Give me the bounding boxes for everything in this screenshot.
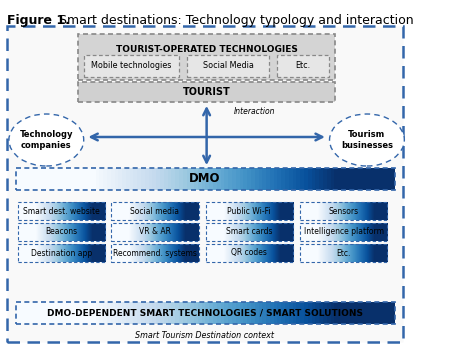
Bar [16, 168, 395, 190]
Bar [78, 34, 335, 80]
Bar [111, 223, 199, 241]
Bar [18, 223, 105, 241]
Bar [187, 55, 269, 77]
Bar [300, 244, 387, 262]
Text: DMO-DEPENDENT SMART TECHNOLOGIES / SMART SOLUTIONS: DMO-DEPENDENT SMART TECHNOLOGIES / SMART… [47, 308, 363, 317]
Text: Smart Tourism Destination context: Smart Tourism Destination context [136, 330, 274, 340]
Text: Public Wi-Fi: Public Wi-Fi [227, 206, 271, 216]
Text: Mobile technologies: Mobile technologies [91, 62, 171, 70]
Text: Intelligence platform: Intelligence platform [304, 228, 384, 237]
Bar [111, 202, 199, 220]
Text: Smart cards: Smart cards [226, 228, 272, 237]
Bar [206, 223, 293, 241]
Text: Smart dest. website: Smart dest. website [23, 206, 100, 216]
Text: QR codes: QR codes [231, 248, 267, 258]
Text: Beacons: Beacons [45, 228, 77, 237]
Bar [16, 302, 395, 324]
Text: Tourism
businesses: Tourism businesses [341, 130, 393, 150]
Text: Destination app: Destination app [31, 248, 92, 258]
Bar [78, 82, 335, 102]
Text: Figure 1.: Figure 1. [7, 14, 70, 27]
Bar [84, 55, 179, 77]
Text: Interaction: Interaction [233, 107, 275, 117]
Bar [206, 244, 293, 262]
Text: Technology
companies: Technology companies [19, 130, 73, 150]
Text: TOURIST-OPERATED TECHNOLOGIES: TOURIST-OPERATED TECHNOLOGIES [116, 46, 297, 55]
Text: Recommend. systems: Recommend. systems [113, 248, 197, 258]
Text: Etc.: Etc. [337, 248, 351, 258]
Bar [18, 244, 105, 262]
Bar [300, 223, 387, 241]
Bar [18, 202, 105, 220]
Bar [277, 55, 329, 77]
Text: Social media: Social media [130, 206, 179, 216]
Text: Etc.: Etc. [295, 62, 310, 70]
Text: Sensors: Sensors [329, 206, 359, 216]
Bar [111, 244, 199, 262]
Text: Social Media: Social Media [202, 62, 254, 70]
Bar [206, 202, 293, 220]
Ellipse shape [330, 114, 404, 166]
Text: DMO: DMO [189, 173, 221, 186]
Ellipse shape [9, 114, 84, 166]
Bar [300, 202, 387, 220]
Text: Smart destinations: Technology typology and interaction: Smart destinations: Technology typology … [47, 14, 414, 27]
Text: TOURIST: TOURIST [183, 87, 230, 97]
Text: VR & AR: VR & AR [139, 228, 171, 237]
